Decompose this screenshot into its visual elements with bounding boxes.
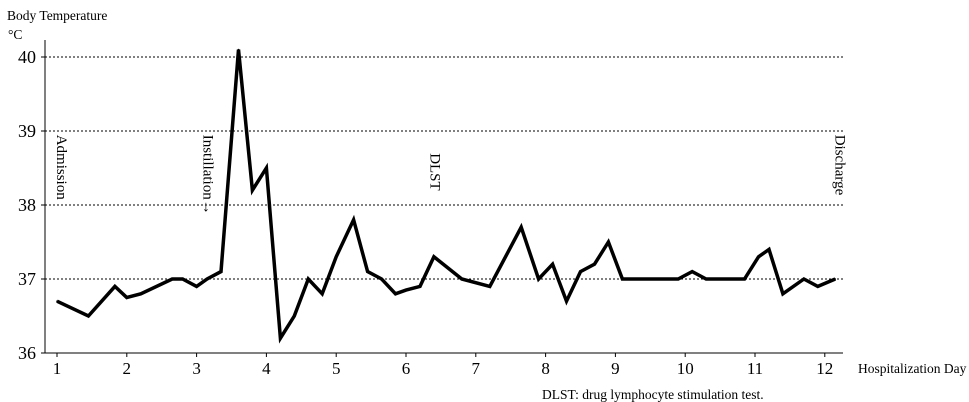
data-point [551,263,554,266]
y-tick-label: 37 [18,269,36,289]
annotation-label: Instillation→ [200,135,216,215]
data-point [782,293,784,295]
data-point [488,285,491,288]
x-tick-label: 10 [677,359,694,378]
y-tick-label: 38 [18,195,36,215]
data-point [237,48,240,51]
data-point [834,278,837,280]
annotation-label: Discharge [831,135,847,196]
data-point [114,285,116,288]
data-point [171,278,173,280]
data-point [265,167,268,169]
data-point [251,189,254,191]
data-point [419,285,421,288]
data-point [56,300,58,303]
axes [44,40,843,354]
data-point [520,226,522,228]
series-line [56,49,836,344]
data-point [87,315,90,317]
y-axis-unit: °C [8,27,22,42]
data-point [126,296,128,299]
x-ticks: 1 2 3 4 5 6 7 8 9 10 11 12 [53,353,833,378]
y-tick-label: 39 [18,121,36,141]
data-point [705,278,707,280]
data-point [220,270,222,273]
data-point [677,278,680,280]
x-tick-label: 12 [816,359,833,378]
y-axis-label: Body Temperature [7,8,107,23]
x-tick-label: 7 [472,359,481,378]
data-point [139,293,142,295]
data-point [433,255,435,258]
x-tick-label: 8 [541,359,550,378]
annotation-label: Admission [53,135,69,201]
data-point [722,278,725,280]
data-point [621,278,624,280]
x-axis-label: Hospitalization Day [858,361,967,376]
x-tick-label: 4 [262,359,271,378]
data-point [817,285,819,288]
data-point [461,278,463,280]
series [56,48,837,344]
data-point [803,278,805,280]
annotation-label: DLST [426,153,442,191]
data-point [405,289,407,291]
x-tick-label: 6 [402,359,411,378]
data-point [293,315,296,317]
x-tick-label: 3 [192,359,201,378]
footnote: DLST: drug lymphocyte stimulation test. [542,387,764,402]
data-point [649,278,652,280]
x-tick-label: 2 [123,359,132,378]
data-point [743,278,746,280]
y-tick-label: 36 [18,343,36,363]
data-point [380,278,383,280]
x-tick-label: 1 [53,359,62,378]
annotations: Admission Instillation→ DLST Discharge [53,135,847,215]
x-tick-label: 11 [747,359,763,378]
data-point [335,255,338,258]
y-tick-label: 40 [18,47,36,67]
data-point [691,270,693,273]
data-point [757,255,760,258]
data-point [307,278,310,280]
data-point [352,219,355,221]
y-ticks: 36 37 38 39 40 [18,47,45,363]
data-point [279,337,282,340]
data-point [579,270,582,273]
data-point [768,248,770,251]
data-point [394,293,397,295]
data-point [195,285,198,288]
data-point [181,278,184,280]
data-point [565,300,568,303]
x-tick-label: 9 [611,359,620,378]
data-point [321,293,324,295]
data-point [537,278,540,280]
grid-lines [45,56,843,280]
x-tick-label: 5 [332,359,341,378]
data-point [593,263,596,266]
data-point [607,241,610,243]
data-point [206,278,208,280]
data-point [366,270,369,273]
